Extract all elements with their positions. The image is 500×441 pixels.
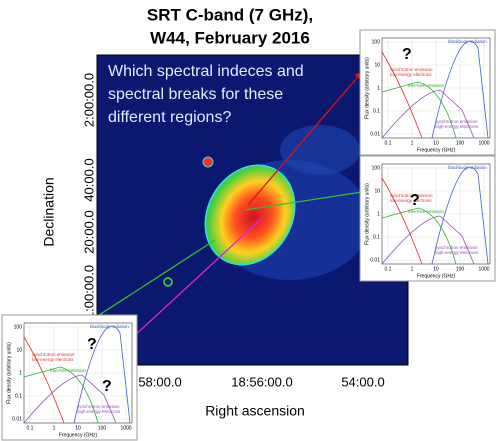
label: synchrotron emission bbox=[390, 193, 433, 198]
spectrum-inset: 100 10 1 0.1 0.01 0.1 1 10 100 1000 Flux density (… bbox=[1, 314, 138, 441]
sync-high-curve bbox=[381, 215, 475, 265]
x-tick-label: 1 bbox=[53, 425, 56, 431]
blackbody-curve bbox=[73, 325, 131, 424]
label: high-energy electrons bbox=[77, 409, 121, 414]
x-axis-label: Right ascension bbox=[205, 403, 305, 419]
free-free-curve bbox=[23, 366, 99, 424]
x-tick-label: 10 bbox=[433, 266, 439, 272]
label: synchrotron emission bbox=[435, 119, 478, 124]
free-free-curve bbox=[381, 81, 457, 139]
spectrum-inset: 100 10 1 0.1 0.01 0.1 1 10 100 1000 Flux density (… bbox=[359, 155, 496, 282]
x-tick-label: 1 bbox=[411, 266, 414, 272]
label: free-free emission bbox=[408, 209, 445, 214]
x-tick-label: 10 bbox=[433, 140, 439, 146]
sync-high-curve bbox=[23, 374, 117, 424]
y-tick-label: 100 bbox=[372, 39, 381, 45]
halo bbox=[280, 125, 360, 175]
label: blackbody radiation bbox=[448, 39, 487, 44]
y-tick-label: 1:00:00.0 bbox=[81, 265, 96, 319]
label: synchrotron emission bbox=[32, 352, 75, 357]
question: Which spectral indeces and bbox=[108, 63, 304, 80]
y-tick-label: 40:00.0 bbox=[81, 158, 96, 201]
label: free-free emission bbox=[50, 368, 87, 373]
x-tick-label: 0.1 bbox=[385, 140, 392, 146]
label: high-energy electrons bbox=[435, 250, 479, 255]
inset-frame bbox=[1, 314, 138, 441]
x-tick-label: 1000 bbox=[478, 140, 489, 146]
y-tick-label: 0.01 bbox=[370, 131, 380, 137]
free-free-curve bbox=[381, 207, 457, 265]
x-tick-label: 100 bbox=[456, 266, 465, 272]
y-tick-label: 10 bbox=[374, 188, 380, 194]
x-tick-label: 1000 bbox=[120, 425, 131, 431]
label: low-energy electrons bbox=[390, 198, 432, 203]
label: free-free emission bbox=[408, 83, 445, 88]
y-tick-label: 10 bbox=[374, 62, 380, 68]
spectrum-inset: 100 10 1 0.1 0.01 0.1 1 10 100 1000 Flux density (… bbox=[359, 29, 496, 156]
arrow bbox=[247, 71, 363, 206]
x-tick-label: 0.1 bbox=[385, 266, 392, 272]
label: synchrotron emission bbox=[77, 404, 120, 409]
label: synchrotron emission bbox=[390, 67, 433, 72]
y-tick-label: 10 bbox=[16, 347, 22, 353]
blackbody-curve bbox=[431, 166, 489, 265]
radio-map bbox=[96, 54, 409, 366]
y-axis-label: Flux density (arbitrary units) bbox=[6, 342, 12, 404]
sync-low-curve bbox=[381, 177, 423, 265]
x-tick-label: 1 bbox=[411, 140, 414, 146]
label: blackbody radiation bbox=[90, 324, 129, 329]
title: W44, February 2016 bbox=[150, 28, 310, 47]
label: blackbody radiation bbox=[448, 165, 487, 170]
title: SRT C-band (7 GHz), bbox=[147, 5, 313, 24]
x-tick-label: 18:56:00.0 bbox=[231, 374, 292, 389]
x-tick-label: 10 bbox=[75, 425, 81, 431]
question-mark: ? bbox=[87, 336, 97, 353]
snr-emission bbox=[204, 164, 296, 266]
inset-frame bbox=[359, 155, 496, 282]
x-tick-label: 0.1 bbox=[27, 425, 34, 431]
blackbody-curve bbox=[431, 40, 489, 139]
y-tick-label: 100 bbox=[14, 324, 23, 330]
x-tick-label: 100 bbox=[98, 425, 107, 431]
label: synchrotron emission bbox=[435, 245, 478, 250]
question: different regions? bbox=[108, 109, 231, 126]
y-tick-label: 1 bbox=[377, 85, 380, 91]
y-axis-label: Flux density (arbitrary units) bbox=[364, 183, 370, 245]
y-tick-label: 0.01 bbox=[12, 416, 22, 422]
y-tick-label: 0.1 bbox=[373, 108, 380, 114]
x-tick-label: 100 bbox=[456, 140, 465, 146]
y-tick-label: 20:00.0 bbox=[81, 210, 96, 253]
y-axis-label: Declination bbox=[41, 177, 57, 246]
question-mark: ? bbox=[410, 192, 420, 209]
source bbox=[163, 277, 173, 287]
source bbox=[202, 156, 214, 168]
x-axis-label: Frequency (GHz) bbox=[417, 273, 456, 279]
question-mark: ? bbox=[402, 46, 412, 63]
y-tick-label: 0.1 bbox=[15, 393, 22, 399]
y-axis-label: Flux density (arbitrary units) bbox=[364, 57, 370, 119]
x-tick-label: 1000 bbox=[478, 266, 489, 272]
x-tick-label: 58:00.0 bbox=[138, 374, 181, 389]
sync-low-curve bbox=[381, 51, 423, 139]
inset-frame bbox=[359, 29, 496, 156]
y-tick-label: 0.1 bbox=[373, 234, 380, 240]
y-tick-label: 1 bbox=[19, 370, 22, 376]
arrow bbox=[244, 187, 376, 211]
x-axis-label: Frequency (GHz) bbox=[59, 432, 98, 438]
sync-high-curve bbox=[381, 89, 475, 139]
question-mark: ? bbox=[102, 378, 112, 395]
x-axis-label: Frequency (GHz) bbox=[417, 147, 456, 153]
label: high-energy electrons bbox=[435, 124, 479, 129]
y-tick-label: 0.01 bbox=[370, 257, 380, 263]
label: low-energy electrons bbox=[390, 72, 432, 77]
y-tick-label: 2:00:00.0 bbox=[81, 73, 96, 127]
y-tick-label: 1 bbox=[377, 211, 380, 217]
y-tick-label: 100 bbox=[372, 165, 381, 171]
question: spectral breaks for these bbox=[108, 86, 283, 103]
x-tick-label: 54:00.0 bbox=[341, 374, 384, 389]
label: low-energy electrons bbox=[32, 357, 74, 362]
sync-low-curve bbox=[23, 336, 65, 424]
